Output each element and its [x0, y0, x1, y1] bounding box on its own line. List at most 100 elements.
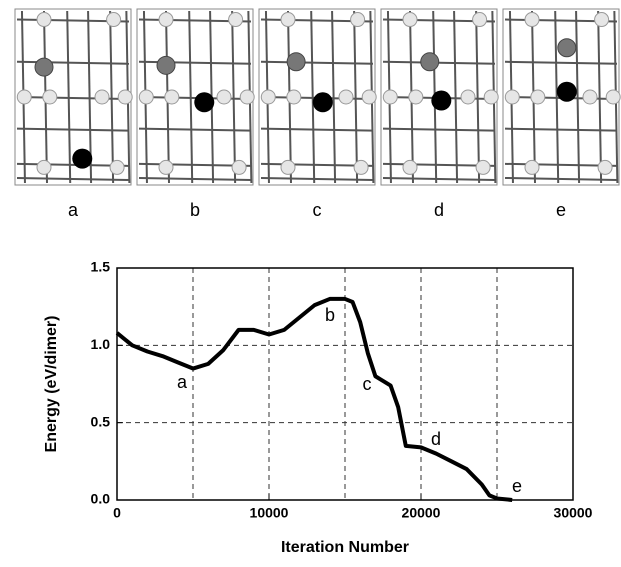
atom — [109, 159, 125, 175]
point-annotation: a — [177, 372, 188, 392]
atom — [582, 89, 598, 105]
bond — [382, 127, 496, 132]
structure-panel: d — [380, 8, 499, 220]
atom — [530, 89, 546, 105]
energy-line — [115, 296, 513, 502]
atom — [524, 12, 540, 28]
atom — [158, 12, 174, 28]
bond — [16, 60, 130, 65]
atom-grey — [557, 38, 577, 58]
atom — [475, 159, 491, 175]
atom — [594, 12, 610, 28]
atom — [605, 89, 621, 105]
atom-grey — [286, 52, 306, 72]
bond — [353, 10, 359, 184]
atom — [353, 159, 369, 175]
bond — [109, 10, 115, 184]
y-tick-label: 0.0 — [91, 491, 111, 507]
panel-label: b — [190, 200, 200, 220]
bond — [260, 176, 374, 181]
atom — [164, 89, 180, 105]
point-annotation: d — [431, 429, 441, 449]
bond — [260, 127, 374, 132]
atom — [239, 89, 255, 105]
atom — [382, 89, 398, 105]
y-tick-label: 1.5 — [91, 259, 111, 275]
panel-label: d — [434, 200, 444, 220]
atom — [350, 12, 366, 28]
bond — [504, 60, 618, 65]
panel-label: c — [313, 200, 322, 220]
atom-black — [72, 148, 93, 169]
bond — [138, 96, 252, 100]
x-tick-label: 10000 — [250, 505, 289, 521]
atom — [231, 159, 247, 175]
atom-grey — [420, 52, 440, 72]
bond — [453, 10, 459, 184]
bond — [16, 127, 130, 132]
atom-black — [312, 92, 333, 113]
atom — [36, 159, 52, 175]
point-annotation: b — [325, 305, 335, 325]
atom — [402, 159, 418, 175]
bond — [331, 10, 337, 184]
atom — [524, 159, 540, 175]
x-tick-label: 0 — [113, 505, 121, 521]
atom — [597, 159, 613, 175]
atom-black — [431, 90, 452, 111]
point-annotation: e — [512, 476, 522, 496]
bond — [382, 176, 496, 181]
bond — [16, 96, 130, 100]
y-tick-label: 0.5 — [91, 413, 111, 429]
x-tick-label: 30000 — [554, 505, 593, 521]
atom — [483, 89, 499, 105]
atom-grey — [34, 57, 54, 77]
x-axis-label: Iteration Number — [281, 539, 409, 556]
bond — [504, 176, 618, 181]
atom — [408, 89, 424, 105]
atom — [16, 89, 32, 105]
structure-panels: a b c d e — [14, 8, 621, 220]
y-axis-label: Energy (eV/dimer) — [43, 316, 60, 453]
atom — [260, 89, 276, 105]
atom — [158, 159, 174, 175]
structure-panel: e — [502, 8, 621, 220]
bond — [575, 10, 581, 184]
point-annotation: c — [363, 374, 372, 394]
chart: 0.0 0.5 1.0 1.5 0 10000 20000 30000 Iteration Nu… — [43, 259, 592, 557]
atom — [280, 12, 296, 28]
atom — [94, 89, 110, 105]
atom — [42, 89, 58, 105]
structure-panel: c — [258, 8, 377, 220]
panel-label: a — [68, 200, 79, 220]
atom — [36, 12, 52, 28]
atom — [280, 159, 296, 175]
bond — [16, 176, 130, 181]
bond — [260, 60, 374, 65]
bond — [138, 176, 252, 181]
atom — [472, 12, 488, 28]
atom — [228, 12, 244, 28]
atom — [117, 89, 133, 105]
atom-black — [194, 92, 215, 113]
atom — [361, 89, 377, 105]
plot-frame — [116, 267, 574, 501]
bond — [504, 127, 618, 132]
y-tick-label: 1.0 — [91, 336, 111, 352]
panel-label: e — [556, 200, 566, 220]
structure-panel: b — [136, 8, 255, 220]
atom — [106, 12, 122, 28]
bond — [138, 127, 252, 132]
bond — [231, 10, 237, 184]
x-tick-label: 20000 — [402, 505, 441, 521]
bond — [475, 10, 481, 184]
atom — [338, 89, 354, 105]
atom-grey — [156, 55, 176, 75]
atom — [216, 89, 232, 105]
atom — [504, 89, 520, 105]
atom — [286, 89, 302, 105]
atom — [460, 89, 476, 105]
bond — [597, 10, 603, 184]
atom — [138, 89, 154, 105]
